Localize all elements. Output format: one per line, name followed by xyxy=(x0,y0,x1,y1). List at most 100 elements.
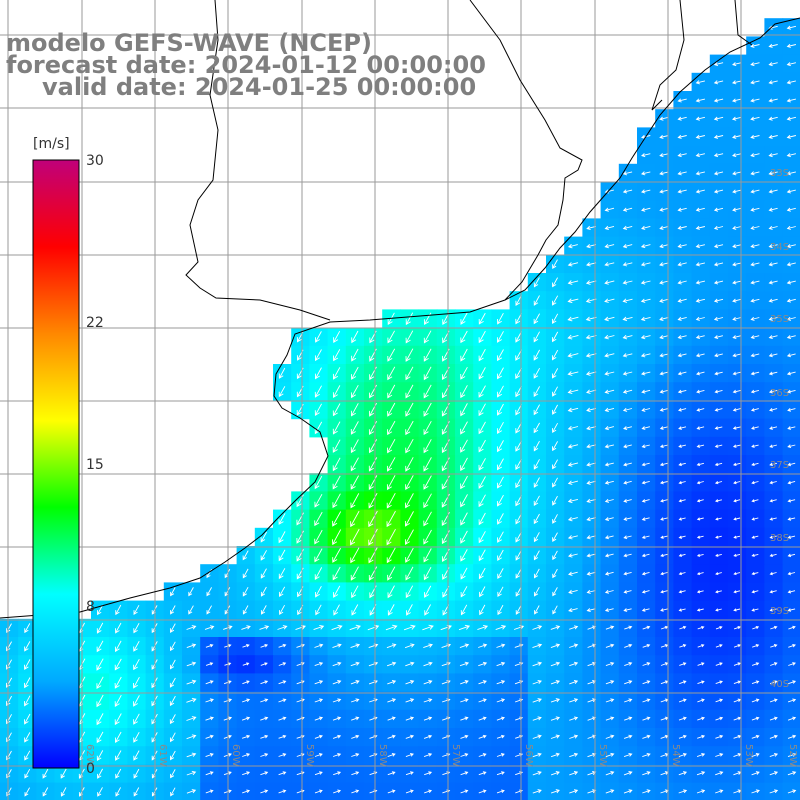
wind-arrow xyxy=(751,535,759,539)
wind-arrow xyxy=(695,98,706,103)
wind-arrow xyxy=(387,566,396,581)
wind-arrow xyxy=(714,444,723,448)
wind-arrow xyxy=(697,734,706,739)
wind-arrow xyxy=(423,511,432,527)
wind-arrow xyxy=(733,680,742,685)
wind-arrow xyxy=(133,622,140,634)
wind-arrow xyxy=(405,753,414,758)
wind-arrow xyxy=(768,43,778,48)
wind-arrow xyxy=(206,605,212,615)
wind-arrow xyxy=(640,262,651,267)
wind-arrow xyxy=(186,770,197,776)
wind-arrow xyxy=(169,732,176,743)
latitude-labels: 33S 34S 35S 36S 37S 38S 39S 40S xyxy=(770,168,789,690)
wind-arrow xyxy=(751,662,760,666)
wind-arrow xyxy=(604,243,615,249)
wind-arrow xyxy=(496,680,506,685)
wind-arrow xyxy=(423,698,433,703)
wind-arrow xyxy=(260,605,267,615)
lon-label: 62W xyxy=(84,744,95,767)
wind-arrow xyxy=(350,421,359,435)
wind-arrow xyxy=(460,421,468,435)
wind-arrow xyxy=(387,680,397,685)
wind-arrow xyxy=(333,604,340,616)
wind-arrow xyxy=(552,422,558,433)
wind-arrow xyxy=(696,771,706,776)
wind-arrow xyxy=(96,658,104,671)
wind-arrow xyxy=(497,531,504,543)
wind-arrow xyxy=(641,480,650,485)
wind-arrow xyxy=(641,371,651,376)
wind-arrow xyxy=(750,244,760,249)
wind-arrow xyxy=(568,589,578,595)
wind-arrow xyxy=(641,153,651,158)
wind-arrow xyxy=(186,789,197,794)
wind-arrow xyxy=(605,643,615,648)
wind-arrow xyxy=(552,587,558,597)
wind-arrow xyxy=(114,694,122,707)
wind-arrow xyxy=(477,624,489,631)
wind-arrow xyxy=(642,625,651,630)
wind-arrow xyxy=(278,771,287,776)
wind-arrow xyxy=(622,207,633,212)
wind-arrow xyxy=(497,549,504,561)
wind-arrow xyxy=(750,371,760,376)
wind-arrow xyxy=(732,316,742,321)
wind-arrow xyxy=(678,571,686,576)
wind-arrow xyxy=(368,457,378,472)
wind-arrow xyxy=(660,480,668,485)
wind-arrow xyxy=(678,480,686,485)
wind-arrow xyxy=(423,529,432,545)
wind-arrow xyxy=(787,771,797,776)
wind-arrow xyxy=(42,768,49,779)
wind-arrow xyxy=(586,553,596,558)
wind-arrow xyxy=(605,698,615,703)
wind-arrow xyxy=(532,716,542,721)
wind-arrow xyxy=(96,750,104,761)
wind-arrow xyxy=(786,225,796,230)
lon-label: 57W xyxy=(450,744,461,767)
wind-arrow xyxy=(405,547,414,563)
wind-arrow xyxy=(697,698,705,703)
wind-arrow xyxy=(497,586,504,597)
wind-arrow xyxy=(552,459,558,470)
wind-arrow xyxy=(242,789,251,794)
wind-arrow xyxy=(387,366,396,381)
wind-arrow xyxy=(733,698,742,703)
wind-arrow xyxy=(314,493,323,508)
wind-arrow xyxy=(750,116,760,121)
wind-arrow xyxy=(623,517,632,521)
wind-arrow xyxy=(787,789,797,794)
wind-arrow xyxy=(242,644,250,648)
wind-arrow xyxy=(642,680,651,685)
wind-arrow xyxy=(552,404,558,415)
wind-arrow xyxy=(715,608,722,612)
wind-arrow xyxy=(314,511,323,527)
wind-arrow xyxy=(768,207,778,212)
wind-arrow xyxy=(623,608,632,612)
wind-arrow xyxy=(351,366,359,380)
wind-arrow xyxy=(678,517,686,521)
wind-arrow xyxy=(532,752,542,758)
wind-arrow xyxy=(659,298,669,303)
wind-arrow xyxy=(496,458,504,471)
wind-arrow xyxy=(715,753,724,757)
wind-arrow xyxy=(533,404,540,416)
wind-arrow xyxy=(786,262,796,267)
wind-arrow xyxy=(386,457,396,472)
wind-arrow xyxy=(677,335,687,340)
wind-arrow xyxy=(533,513,540,525)
wind-arrow xyxy=(697,662,705,666)
wind-arrow xyxy=(640,243,651,249)
wind-arrow xyxy=(242,568,249,579)
wind-arrow xyxy=(713,80,724,85)
wind-arrow xyxy=(604,553,614,558)
wind-arrow xyxy=(259,625,270,630)
wind-arrow xyxy=(497,513,504,525)
wind-arrow xyxy=(278,698,287,703)
wind-arrow xyxy=(567,535,578,540)
wind-arrow xyxy=(478,661,488,667)
wind-arrow xyxy=(641,571,650,576)
wind-arrow xyxy=(242,550,249,561)
lon-label: 55W xyxy=(597,744,608,767)
